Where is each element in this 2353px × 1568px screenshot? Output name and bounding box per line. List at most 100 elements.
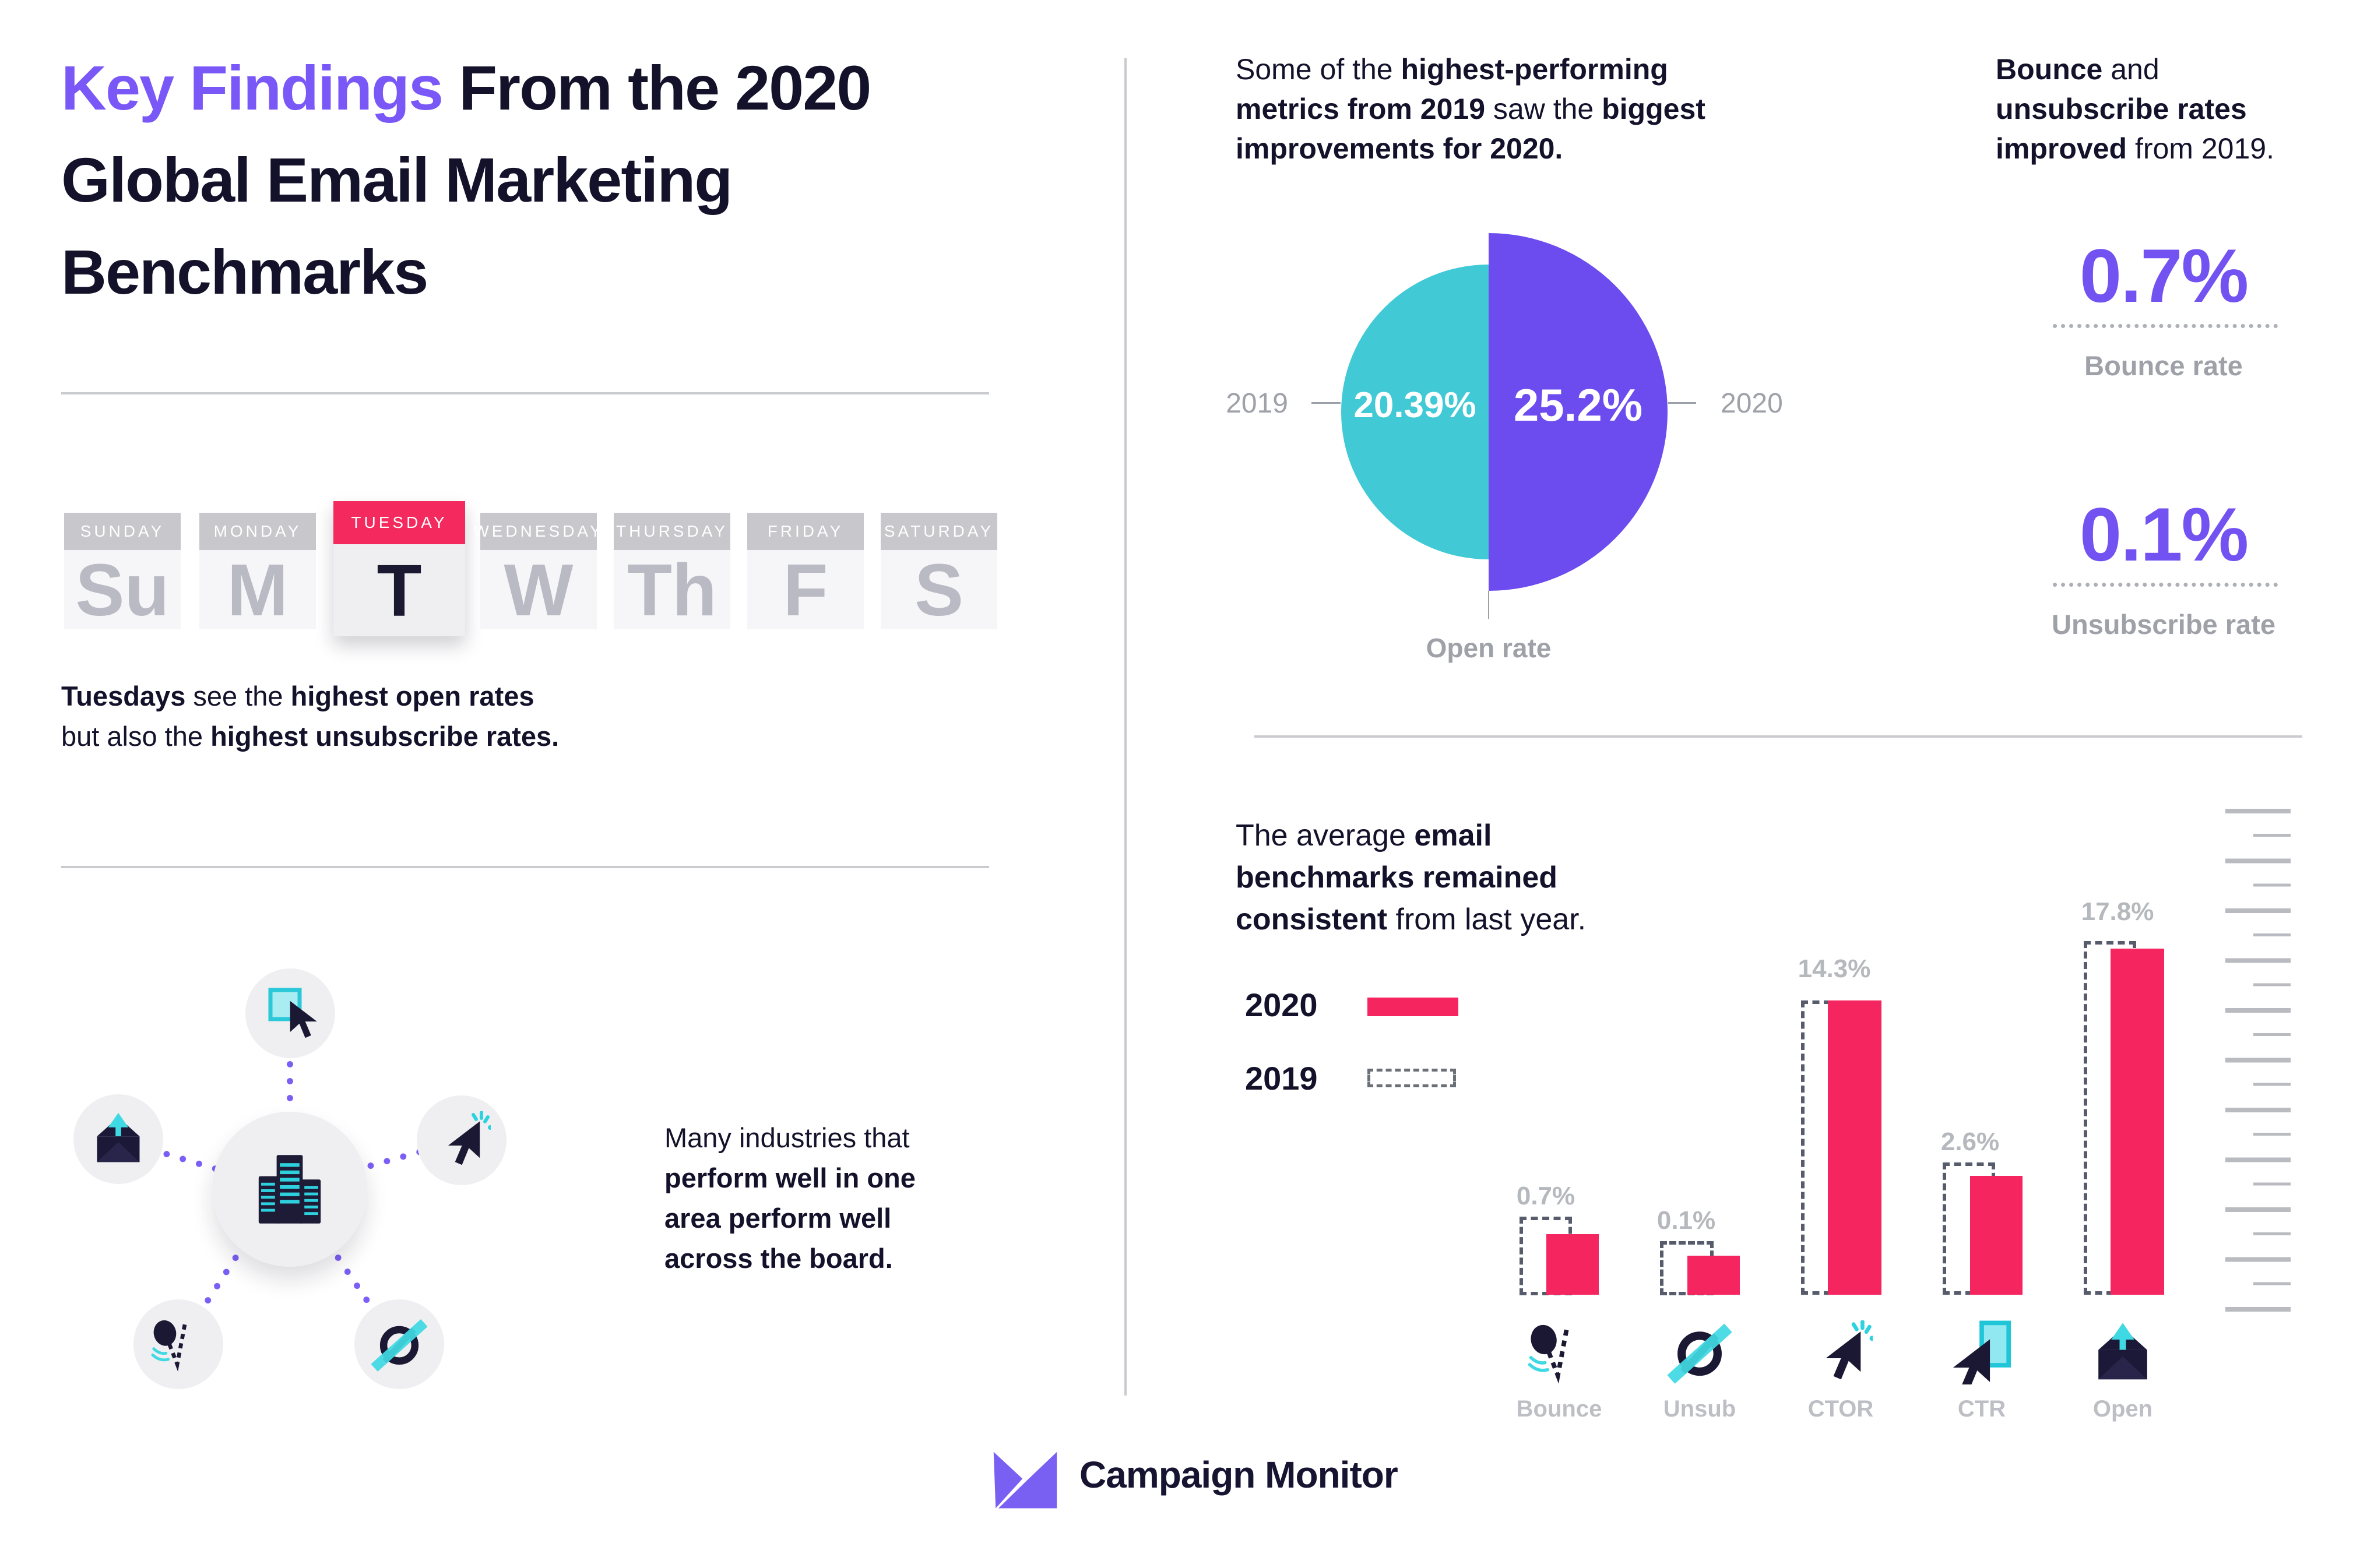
bar-value-open: 17.8% [2081, 897, 2154, 926]
title-line-2: Global Email Marketing [61, 145, 733, 215]
bar-2020-open [2111, 949, 2164, 1295]
text-line: consistent from last year. [1236, 898, 1586, 940]
open-rate-intro: Some of the highest-performing metrics f… [1236, 50, 1705, 168]
open-envelope-icon [2098, 1323, 2147, 1380]
caption-line: Tuesdays see the highest open rates [61, 676, 559, 716]
pie-value-2020: 25.2% [1513, 379, 1643, 431]
divider-left-top [61, 392, 989, 394]
click-square-icon [268, 988, 317, 1038]
day-abbr: S [914, 548, 964, 631]
text-run: unsubscribe rates [1996, 93, 2247, 125]
cursor-click-icon [448, 1111, 491, 1165]
satellite-circle-open [73, 1094, 163, 1184]
satellite-circle-unsub [354, 1299, 444, 1389]
divider-vertical [1124, 58, 1127, 1396]
satellite-circle-ctor [417, 1095, 507, 1185]
text-run: email [1414, 819, 1492, 852]
text-run: saw the [1485, 93, 1602, 125]
legend-label-2019: 2019 [1245, 1060, 1318, 1097]
text-run: perform well in one [664, 1162, 916, 1193]
text-run: Bounce [1996, 53, 2103, 86]
pie-year-right: 2020 [1721, 388, 1783, 419]
satellite-circle-bounce [133, 1299, 223, 1389]
text-run: highest open rates [290, 681, 534, 711]
stat-value-unsubscribe: 0.1% [2079, 492, 2249, 577]
page-title: Key Findings From the 2020 Global Email … [61, 42, 871, 318]
text-line: Some of the highest-performing [1236, 50, 1705, 89]
bar-2020-bounce [1546, 1234, 1599, 1295]
pie-year-left: 2019 [1226, 388, 1288, 419]
satellite-circle-ctr [245, 968, 335, 1058]
day-abbr: T [377, 549, 422, 632]
day-tile-monday: MONDAY M [199, 513, 316, 631]
day-header: TUESDAY [333, 501, 465, 544]
text-run: biggest [1602, 93, 1705, 125]
improved-intro: Bounce and unsubscribe rates improved fr… [1996, 50, 2274, 168]
divider-right [1254, 735, 2302, 738]
text-line: improved from 2019. [1996, 129, 2274, 168]
text-run: see the [185, 681, 291, 711]
text-line: metrics from 2019 saw the biggest [1236, 89, 1705, 129]
stat-value-bounce: 0.7% [2079, 233, 2249, 318]
connector-top [286, 1056, 294, 1112]
ruler-ticks-short [2253, 834, 2291, 1288]
pie-caption-line [1488, 591, 1489, 619]
pie-callout-line-left [1311, 402, 1341, 404]
text-run: metrics from 2019 [1236, 93, 1486, 125]
text-line: The average email [1236, 815, 1586, 857]
title-line-3: Benchmarks [61, 237, 428, 307]
bar-category-unsub: Unsub [1663, 1396, 1736, 1422]
text-run: area perform well [664, 1203, 892, 1234]
open-envelope-icon [97, 1112, 140, 1162]
tuesday-caption: Tuesdays see the highest open rates but … [61, 676, 559, 756]
stat-divider-bounce [2053, 324, 2278, 328]
day-header: THURSDAY [614, 513, 730, 550]
connector-bottom-right [330, 1248, 373, 1307]
text-run: Tuesdays [61, 681, 186, 711]
text-run: Some of the [1236, 53, 1401, 86]
unsubscribe-icon [1668, 1323, 1732, 1384]
bar-category-ctr: CTR [1957, 1396, 2006, 1422]
legend-swatch-2020 [1367, 998, 1458, 1016]
industry-hub-circle [212, 1112, 367, 1267]
campaign-monitor-logo-icon [993, 1451, 1057, 1509]
text-run: from last year. [1387, 903, 1587, 936]
bar-value-ctor: 14.3% [1798, 954, 1871, 983]
day-abbr: Th [627, 548, 717, 631]
bar-value-unsub: 0.1% [1656, 1206, 1716, 1235]
day-abbr: Su [75, 548, 170, 631]
text-run: and [2102, 53, 2159, 86]
stat-divider-unsubscribe [2053, 583, 2278, 587]
day-tile-tuesday-highlighted: TUESDAY T [333, 501, 465, 636]
title-accent: Key Findings [61, 52, 444, 123]
bounce-ball-icon [151, 1320, 187, 1372]
brand-name: Campaign Monitor [1079, 1454, 1398, 1496]
connector-right [361, 1148, 420, 1172]
stat-label-unsubscribe: Unsubscribe rate [2052, 609, 2275, 640]
bar-category-bounce: Bounce [1516, 1396, 1602, 1422]
day-tile-friday: FRIDAY F [747, 513, 864, 631]
connector-bottom-left [202, 1248, 244, 1307]
bar-2020-ctr [1970, 1176, 2023, 1295]
text-run: The average [1236, 819, 1415, 852]
text-line: improvements for 2020. [1236, 129, 1705, 168]
day-tile-thursday: THURSDAY Th [614, 513, 730, 631]
industries-caption: Many industries that perform well in one… [664, 1118, 916, 1278]
day-tile-saturday: SATURDAY S [881, 513, 997, 631]
stat-label-bounce: Bounce rate [2084, 350, 2243, 381]
day-tile-sunday: SUNDAY Su [64, 513, 181, 631]
legend-label-2020: 2020 [1245, 986, 1318, 1023]
day-header: FRIDAY [747, 513, 864, 550]
divider-left-bottom [61, 866, 989, 868]
day-header: MONDAY [199, 513, 316, 550]
pie-caption: Open rate [1426, 633, 1552, 663]
day-abbr: W [504, 548, 574, 631]
text-run: consistent [1236, 903, 1388, 936]
bar-category-open: Open [2092, 1396, 2153, 1422]
day-header: WEDNESDAY [473, 513, 601, 550]
day-tile-wednesday: WEDNESDAY W [473, 513, 601, 631]
legend-swatch-2019 [1367, 1069, 1456, 1087]
caption-line: but also the highest unsubscribe rates. [61, 716, 559, 756]
day-header: SUNDAY [64, 513, 181, 550]
text-run: but also the [61, 721, 211, 752]
